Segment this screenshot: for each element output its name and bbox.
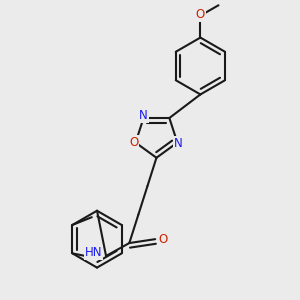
Text: O: O: [129, 136, 138, 149]
Text: O: O: [196, 8, 205, 21]
Text: N: N: [139, 110, 148, 122]
Text: HN: HN: [85, 246, 102, 260]
Text: O: O: [158, 233, 167, 246]
Text: N: N: [174, 137, 183, 150]
